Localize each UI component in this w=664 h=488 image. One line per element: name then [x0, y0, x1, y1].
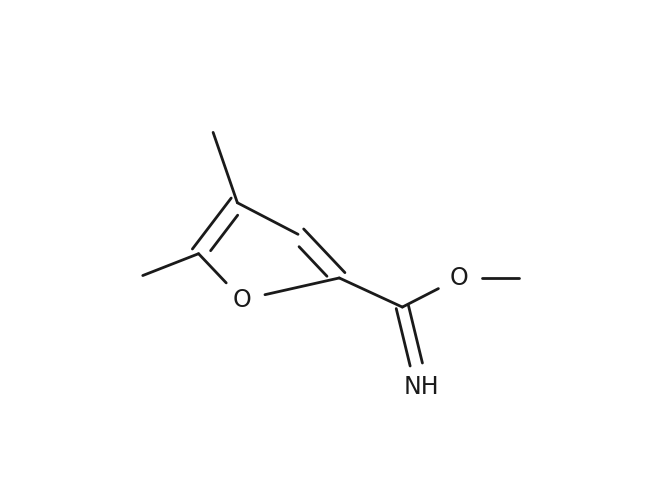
- Text: O: O: [450, 266, 469, 290]
- Text: NH: NH: [404, 375, 440, 399]
- Text: O: O: [233, 288, 252, 312]
